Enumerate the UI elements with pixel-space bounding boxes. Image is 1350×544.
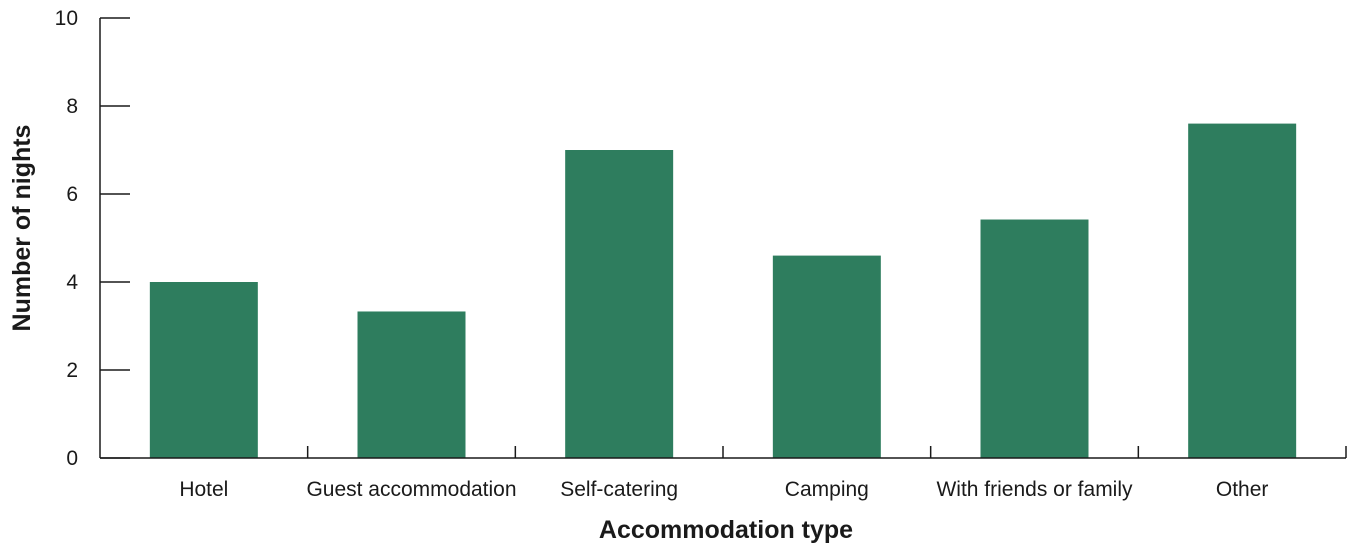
bar [1188,123,1297,458]
y-tick-label: 4 [66,271,78,294]
category-label: Guest accommodation [306,478,516,501]
bar [149,282,258,458]
y-tick-label: 2 [66,359,78,382]
y-axis-ticks: 0 2 4 6 8 10 [55,7,130,470]
category-label: With friends or family [936,478,1133,501]
x-axis-ticks [306,446,1347,458]
category-label: Hotel [179,478,228,501]
y-tick-label: 0 [66,447,78,470]
category-label: Other [1216,478,1269,501]
category-labels: Hotel Guest accommodation Self-catering Cam… [179,478,1268,501]
bar [565,150,674,458]
bars [149,123,1297,458]
y-axis-title: Number of nights [8,125,36,332]
bar [980,219,1089,458]
category-label: Camping [785,478,869,501]
y-tick-label: 8 [66,95,78,118]
bar [772,255,881,458]
bar [357,311,466,458]
y-tick-label: 10 [55,7,78,30]
y-tick-label: 6 [66,183,78,206]
category-label: Self-catering [560,478,678,501]
x-axis-title: Accommodation type [599,516,853,544]
